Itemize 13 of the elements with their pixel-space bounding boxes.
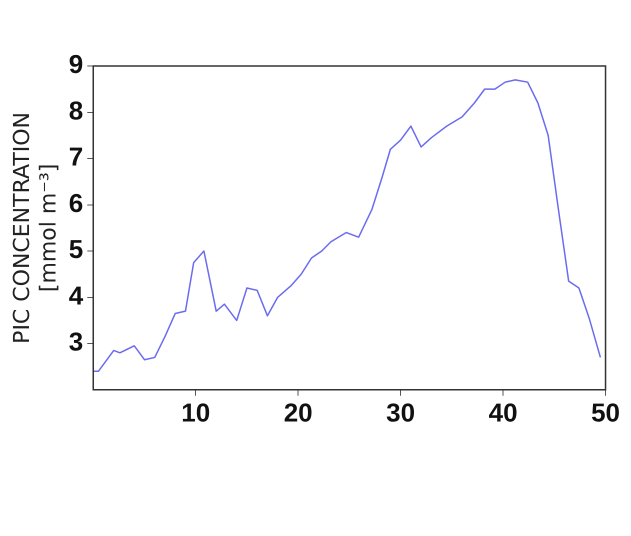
y-tick-label: 5 (68, 234, 84, 264)
x-tick-label: 40 (488, 398, 518, 428)
y-tick-label: 7 (68, 142, 84, 172)
y-tick-label: 6 (68, 188, 84, 218)
y-tick-label: 3 (68, 326, 84, 357)
y-tick-label: 9 (68, 49, 84, 80)
y-tick-label: 4 (68, 280, 84, 310)
x-tick-label: 50 (591, 398, 620, 428)
x-tick-label: 10 (181, 398, 210, 428)
y-axis-title: PIC CONCENTRATION [mmol m⁻³] (10, 112, 62, 344)
x-tick-label: 30 (386, 398, 416, 428)
y-tick-label: 8 (68, 95, 84, 126)
x-tick-label: 20 (284, 398, 313, 428)
